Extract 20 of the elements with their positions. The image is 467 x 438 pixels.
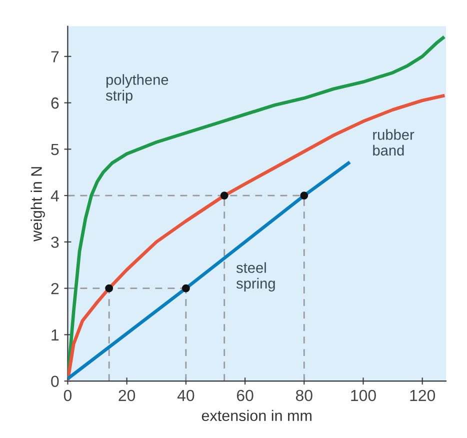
y-tick-label: 3 <box>51 236 59 248</box>
x-tick-label: 80 <box>296 390 312 402</box>
series-label: rubber band <box>373 129 414 156</box>
series-label: steel spring <box>236 262 275 292</box>
x-tick-label: 100 <box>351 390 376 402</box>
y-tick-label: 0 <box>51 376 59 388</box>
x-tick-label: 20 <box>118 390 136 402</box>
x-tick-label: 120 <box>410 390 436 402</box>
y-tick-label: 4 <box>50 190 59 202</box>
x-axis-title: extension in mm <box>202 410 312 422</box>
y-tick-label: 1 <box>52 329 59 340</box>
y-tick-label: 5 <box>51 144 59 156</box>
y-tick-label: 2 <box>51 282 59 294</box>
text: polythene strip <box>106 74 168 104</box>
x-tick-label: 40 <box>177 390 194 402</box>
y-tick-label: 6 <box>51 97 59 109</box>
y-tick-label: 7 <box>51 51 59 62</box>
x-tick-label: 0 <box>64 390 72 402</box>
x-tick-label: 60 <box>236 390 254 402</box>
y-axis-title: weight in N <box>30 167 45 242</box>
